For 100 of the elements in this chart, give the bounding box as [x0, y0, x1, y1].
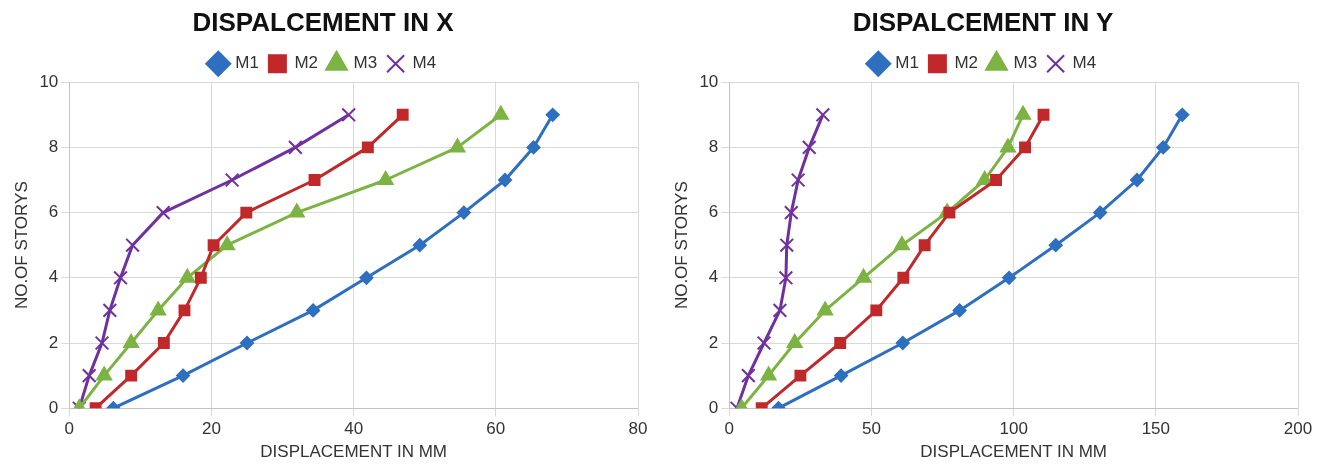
point — [306, 303, 321, 318]
point — [341, 107, 357, 123]
legend-label: M3 — [1013, 53, 1038, 73]
point — [772, 303, 788, 318]
point — [801, 140, 817, 155]
point — [834, 368, 849, 383]
point — [760, 366, 777, 381]
point — [790, 172, 806, 188]
x-tick-label: 20 — [202, 419, 221, 439]
point — [207, 239, 220, 252]
y-tick-label: 4 — [708, 267, 719, 287]
point — [150, 301, 167, 316]
point — [817, 301, 834, 316]
point — [1037, 108, 1050, 121]
y-tick-label: 4 — [48, 267, 59, 287]
point — [288, 203, 305, 218]
point — [178, 304, 191, 317]
legend-label: M2 — [954, 53, 979, 73]
y-tick-label: 8 — [708, 137, 719, 157]
point — [125, 237, 140, 253]
point — [1048, 238, 1063, 253]
point — [756, 335, 772, 351]
chart-title: DISPALCEMENT IN Y — [852, 6, 1114, 37]
x-tick-label: 100 — [999, 419, 1028, 439]
point — [545, 107, 560, 122]
point — [176, 368, 191, 383]
x-tick-label: 80 — [628, 419, 648, 439]
x-tick-label: 40 — [344, 419, 364, 439]
x-axis-title: DISPLACEMENT IN MM — [260, 442, 448, 462]
point — [102, 303, 118, 318]
point — [1002, 270, 1017, 285]
point — [157, 337, 170, 349]
legend-label: M2 — [294, 53, 319, 73]
point — [1000, 138, 1016, 153]
y-tick-label: 6 — [708, 202, 719, 222]
legend-label: M4 — [1072, 53, 1097, 73]
point — [155, 205, 171, 220]
point — [1015, 105, 1031, 120]
point — [976, 171, 993, 185]
y-tick-label: 2 — [48, 332, 59, 352]
point — [113, 270, 128, 286]
point — [194, 271, 207, 284]
y-tick-label: 10 — [39, 71, 59, 91]
point — [990, 174, 1002, 186]
chart-title: DISPALCEMENT IN X — [192, 6, 455, 37]
point — [893, 236, 910, 251]
y-tick-label: 10 — [699, 71, 719, 91]
point — [1093, 205, 1108, 220]
y-tick-label: 6 — [48, 202, 59, 222]
point — [240, 336, 255, 350]
point — [224, 172, 240, 188]
point — [741, 368, 756, 383]
point — [897, 271, 910, 284]
x-tick-label: 0 — [724, 419, 735, 439]
point — [834, 337, 847, 349]
point — [96, 366, 113, 381]
point — [125, 369, 138, 382]
y-axis-title: NO.OF STORYS — [11, 181, 31, 310]
point — [870, 304, 883, 317]
legend-label: M1 — [895, 53, 919, 73]
point — [449, 138, 466, 153]
point — [123, 334, 140, 348]
y-tick-label: 8 — [48, 137, 59, 157]
x-axis-title: DISPLACEMENT IN MM — [920, 442, 1108, 462]
point — [179, 268, 196, 283]
point — [359, 270, 374, 285]
point — [308, 174, 321, 186]
x-tick-label: 60 — [486, 419, 506, 439]
point — [794, 369, 807, 382]
point — [895, 336, 910, 350]
point — [288, 140, 303, 155]
point — [786, 334, 803, 348]
point — [778, 270, 794, 286]
legend-label: M1 — [235, 53, 259, 73]
point — [783, 205, 799, 220]
legend-label: M4 — [412, 53, 437, 73]
y-axis-title: NO.OF STORYS — [671, 181, 691, 310]
point — [377, 171, 394, 185]
point — [412, 238, 427, 253]
point — [1130, 173, 1145, 187]
point — [526, 140, 541, 155]
point — [81, 368, 97, 383]
y-tick-label: 0 — [48, 397, 59, 417]
point — [855, 268, 872, 283]
point — [492, 105, 509, 120]
point — [952, 303, 967, 318]
x-tick-label: 150 — [1141, 419, 1171, 439]
legend-label: M3 — [353, 53, 378, 73]
point — [779, 237, 795, 253]
x-tick-label: 200 — [1283, 419, 1313, 439]
point — [396, 108, 409, 121]
point — [918, 239, 931, 252]
x-tick-label: 0 — [64, 419, 75, 439]
point — [815, 107, 831, 123]
point — [456, 205, 471, 220]
y-tick-label: 2 — [708, 332, 719, 352]
point — [219, 236, 236, 251]
point — [1156, 140, 1171, 155]
point — [498, 173, 513, 187]
x-tick-label: 50 — [862, 419, 881, 439]
